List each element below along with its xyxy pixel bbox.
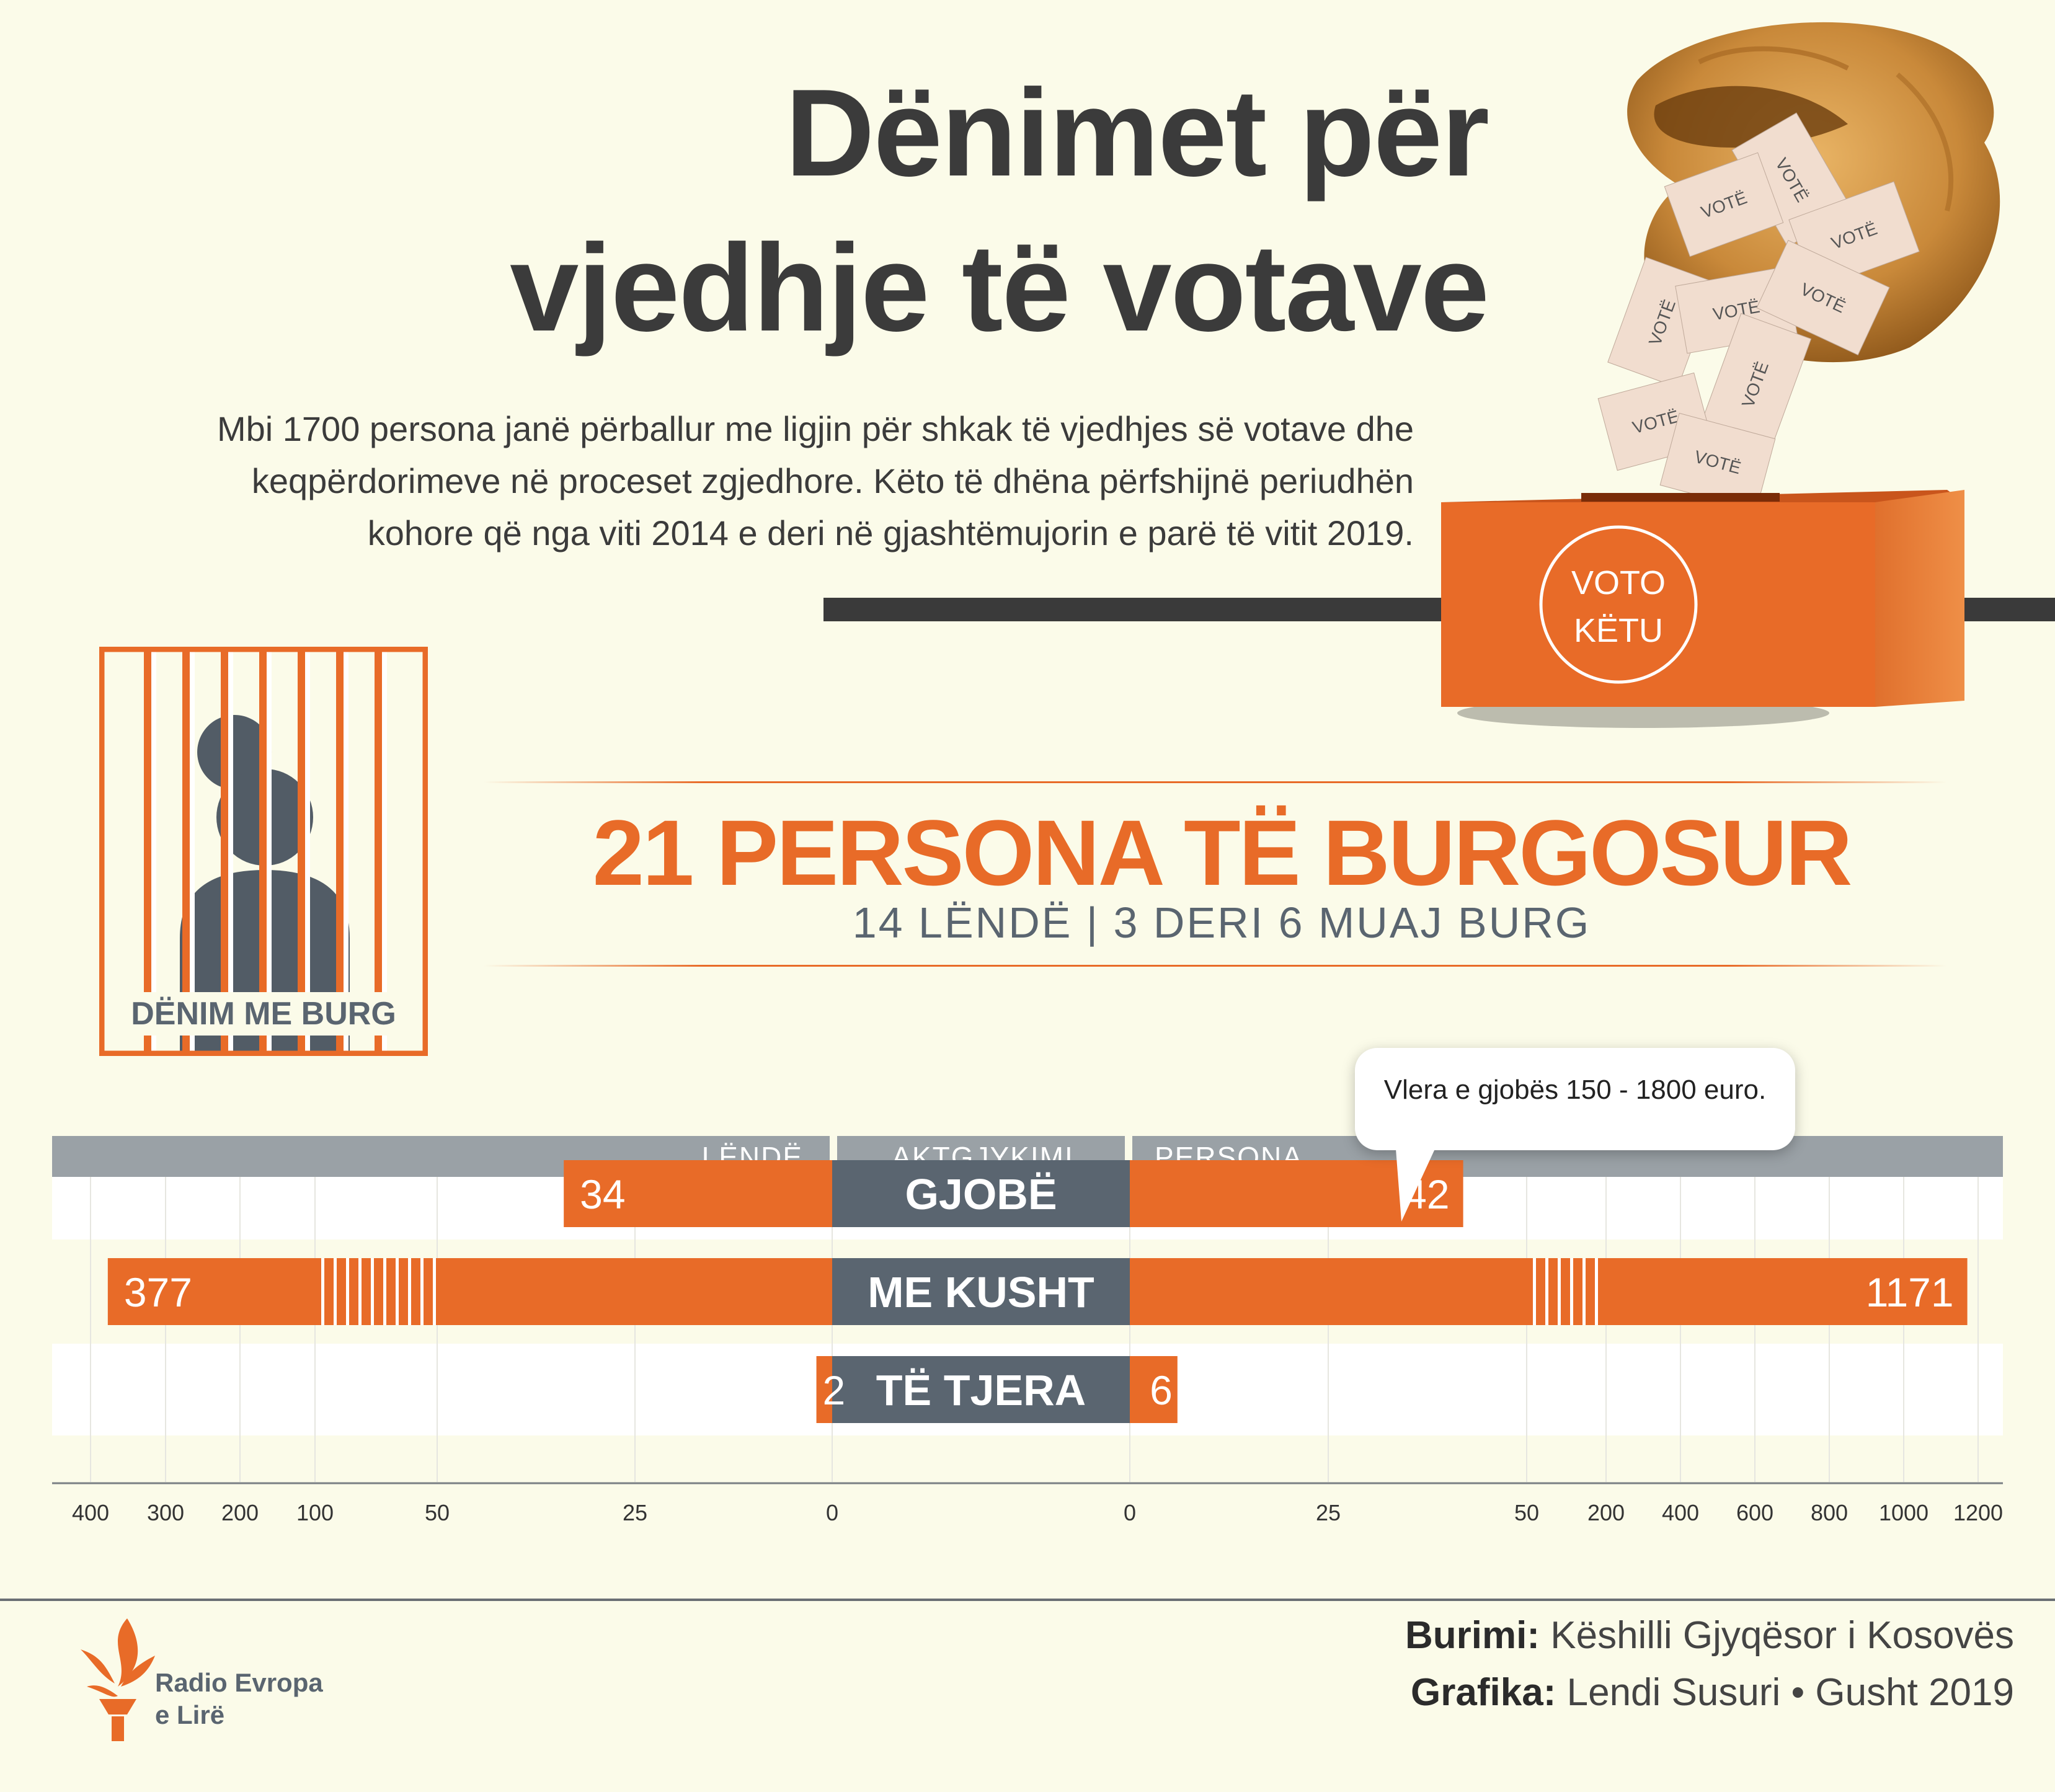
tick-label-left: 400 [72,1500,109,1525]
tick-label-right: 25 [1316,1500,1341,1525]
prison-label: DËNIM ME BURG [105,992,422,1036]
category-label: GJOBË [905,1170,1057,1218]
axis-break-stripe [433,1258,436,1325]
headline-rule-top [484,781,1947,783]
tick-label-left: 200 [221,1500,259,1525]
tick-label-left: 25 [623,1500,647,1525]
axis-break-stripe [1570,1258,1573,1325]
ballots-icon: VOTË VOTË VOTË VOTË VOTË VOTË VOTË VOTË … [1597,112,1920,512]
tick-label-right: 600 [1736,1500,1773,1525]
title-line-2: vjedhje të votave [510,219,1489,357]
source-label: Burimi: [1405,1614,1540,1657]
tick-label-right: 0 [1124,1500,1136,1525]
axis-break-stripe [383,1258,386,1325]
tick-label-left: 50 [425,1500,450,1525]
headline-rule-bottom [484,965,1947,967]
annotation-pointer [1395,1141,1439,1222]
intro-line-1: Mbi 1700 persona janë përballur me ligji… [216,409,1414,448]
tick-label-right: 400 [1662,1500,1699,1525]
category-block [832,1160,1130,1227]
tick-label-right: 1200 [1953,1500,2003,1525]
logo-line-2: e Lirë [155,1700,225,1729]
box-label-line2: KËTU [1574,612,1663,649]
annotation-bubble [1355,1048,1795,1150]
axis-break-stripe [420,1258,424,1325]
bar-lende [816,1356,832,1423]
tick-label-right: 1000 [1879,1500,1929,1525]
graphic-credit: Grafika: Lendi Susuri • Gusht 2019 [1411,1670,2014,1714]
axis-break-stripe [396,1258,399,1325]
intro-line-3: kohore që nga viti 2014 e deri në gjasht… [367,513,1414,552]
title-line-1: Dënimet për [785,64,1489,202]
value-lende: 34 [580,1171,625,1217]
intro-paragraph: Mbi 1700 persona janë përballur me ligji… [25,403,1414,559]
axis-break-stripe [346,1258,349,1325]
tick-label-right: 200 [1587,1500,1625,1525]
axis-break-stripe [1595,1258,1598,1325]
axis-break-stripe [334,1258,337,1325]
logo-line-1: Radio Evropa [155,1668,323,1697]
category-block [832,1356,1130,1423]
ballot-illustration: VOTË VOTË VOTË VOTË VOTË VOTË VOTË VOTË … [1441,22,2000,728]
category-block [832,1258,1130,1325]
value-persona: 6 [1150,1367,1173,1413]
ballot-box-icon: VOTO KËTU [1441,490,1964,728]
axis-break-stripe [371,1258,374,1325]
axis-break-stripe [321,1258,324,1325]
bar-persona [1130,1356,1178,1423]
category-label: ME KUSHT [868,1268,1094,1316]
page-title: Dënimet për vjedhje të votave [0,56,1489,366]
bar-lende [564,1160,832,1227]
tick-label-left: 100 [296,1500,334,1525]
rfe-torch-icon [81,1618,155,1741]
bar-persona [1130,1258,1968,1325]
prison-subline: 14 LËNDË | 3 DERI 6 MUAJ BURG [852,898,1591,947]
value-lende: 2 [823,1367,846,1413]
tick-label-right: 50 [1514,1500,1539,1525]
bar-lende [107,1258,833,1325]
graphic-value: Lendi Susuri • Gusht 2019 [1566,1671,2014,1714]
source-value: Këshilli Gjyqësor i Kosovës [1550,1614,2014,1657]
axis-break-stripe [358,1258,362,1325]
category-label: TË TJERA [876,1366,1086,1414]
value-lende: 377 [124,1269,192,1315]
tick-label-right: 800 [1811,1500,1848,1525]
axis-break-stripe [1545,1258,1548,1325]
axis-break-stripe [1558,1258,1561,1325]
axis-break-stripe [1533,1258,1536,1325]
axis-break-stripe [1582,1258,1586,1325]
tick-label-left: 300 [147,1500,184,1525]
value-persona: 1171 [1866,1269,1954,1315]
footer-divider [0,1599,2055,1601]
tick-label-left: 0 [826,1500,838,1525]
rfe-logo-text: Radio Evropa e Lirë [155,1667,323,1731]
annotation-text: Vlera e gjobës 150 - 1800 euro. [1383,1075,1767,1105]
prison-headline: 21 PERSONA TË BURGOSUR [592,801,1853,905]
graphic-label: Grafika: [1411,1671,1556,1714]
axis-break-stripe [408,1258,411,1325]
box-label-line1: VOTO [1571,564,1666,601]
source-credit: Burimi: Këshilli Gjyqësor i Kosovës [1405,1613,2014,1657]
intro-line-2: keqpërdorimeve në proceset zgjedhore. Kë… [251,461,1414,500]
